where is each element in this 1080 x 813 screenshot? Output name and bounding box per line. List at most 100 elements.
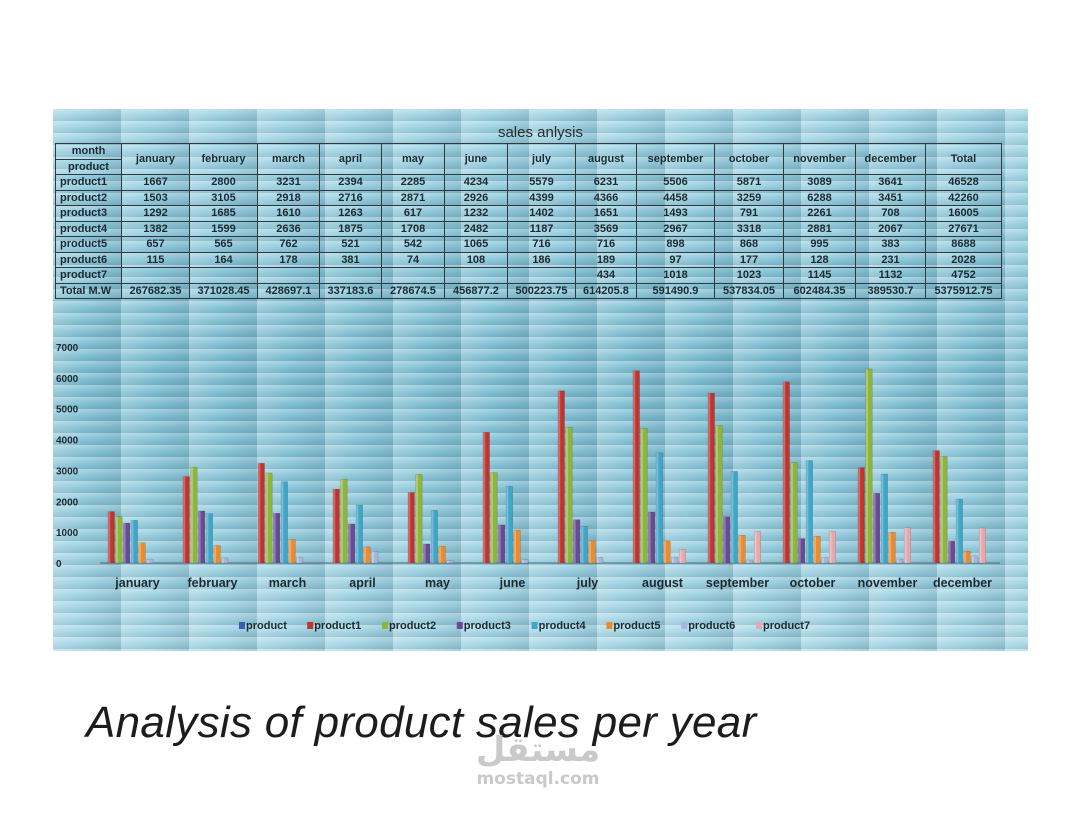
value-cell: 614205.8 [575,282,637,299]
bar-product3-march [273,513,281,564]
bar-highlight [521,559,524,563]
bar-highlight [829,531,832,563]
legend-label: product6 [688,620,735,632]
y-tick-label: 3000 [56,466,79,477]
legend-label: product2 [389,620,436,632]
bar-highlight [738,535,742,563]
month-header: june [444,143,508,175]
bar-product7-september [753,531,761,564]
month-header: may [381,143,445,175]
row-label: Total M.W [55,282,122,299]
bar-product3-july [573,519,581,564]
month-header: september [636,143,715,175]
bar-highlight [596,557,599,563]
legend-swatch [606,622,613,629]
bar-product4-october [805,460,813,564]
y-tick-label: 5000 [56,405,79,416]
legend-label: product1 [314,620,361,632]
x-tick-label: october [790,576,836,590]
bar-product5-february [213,545,221,564]
month-header: january [121,143,190,175]
legend-swatch [531,622,538,629]
bar-highlight [881,474,884,563]
bar-highlight [858,467,861,563]
bar-highlight [971,555,974,563]
month-header: november [783,143,856,175]
value-cell: 2871 [381,189,445,206]
bar-highlight [415,474,418,563]
value-cell: 591490.9 [636,282,715,299]
bar-highlight [483,432,486,563]
bar-product7-october [828,531,836,564]
bar-highlight [633,370,636,563]
bar-highlight [258,463,261,563]
bar-highlight [281,481,284,563]
value-cell: 500223.75 [507,282,576,299]
caption: Analysis of product sales per year [86,698,757,747]
bar-highlight [513,530,517,563]
bar-highlight [896,559,899,563]
bar-product5-october [813,535,821,564]
bar-product2-september [715,425,723,564]
table-header-row: product [55,158,1002,175]
y-tick-label: 0 [56,559,62,570]
value-cell: 537834.05 [714,282,784,299]
bar-product2-october [790,462,798,564]
bar-product5-july [588,540,596,564]
y-tick-label: 4000 [56,436,79,447]
bar-product4-december [955,498,963,564]
bar-highlight [746,560,749,563]
bar-product1-january [107,511,115,564]
bar-product2-april [340,478,348,564]
x-tick-label: november [858,576,918,590]
value-cell: 4234 [444,174,508,191]
bar-product2-august [640,428,648,564]
value-cell: 389530.7 [855,282,926,299]
bar-highlight [933,450,936,563]
month-header: july [507,143,576,175]
legend-swatch [681,622,688,629]
bar-product2-july [565,427,573,564]
x-tick-label: may [425,576,450,590]
bar-product4-november [880,473,888,564]
table-header-row: month january february march april may june jul… [55,143,1002,175]
row-total-cell: 2028 [925,251,1002,268]
bar-highlight [265,472,268,563]
bar-product1-july [557,390,565,564]
bar-product1-october [782,381,790,564]
bar-product1-march [257,463,265,564]
bar-highlight [565,427,568,563]
bar-product5-may [438,546,446,564]
row-label: product4 [55,220,122,237]
value-cell: 1685 [189,205,258,222]
bar-highlight [206,513,209,563]
bar-product6-february [221,557,229,564]
bar-highlight [348,524,351,563]
bar-highlight [904,527,907,563]
month-header: february [189,143,258,175]
bar-highlight [558,390,561,563]
row-total-cell: 4752 [925,267,1002,284]
y-tick-label: 2000 [56,497,79,508]
bar-highlight [731,471,734,563]
bar-highlight [798,538,801,563]
bar-highlight [671,557,674,563]
watermark-arabic: مستقل [475,730,601,770]
bar-product7-november [903,527,911,564]
value-cell: 1599 [189,220,258,237]
bar-highlight [123,523,126,563]
bar-highlight [956,499,959,563]
table-row: product1 1667 2800 3231 2394 2285 4234 5579 6231… [55,174,1002,191]
value-cell: 868 [714,236,784,253]
bar-product4-january [130,520,138,564]
watermark-latin: mostaql.com [476,769,600,789]
value-cell: 267682.35 [121,282,190,299]
bar-product1-september [707,392,715,564]
bar-product3-september [723,516,731,564]
bar-product4-august [655,452,663,564]
corner-product-label: product [55,158,122,175]
bar-product6-january [146,559,154,564]
bar-highlight [888,532,892,563]
spreadsheet-panel: sales anlysis month january february march a… [53,109,1028,651]
value-cell: 337183.6 [319,282,382,299]
